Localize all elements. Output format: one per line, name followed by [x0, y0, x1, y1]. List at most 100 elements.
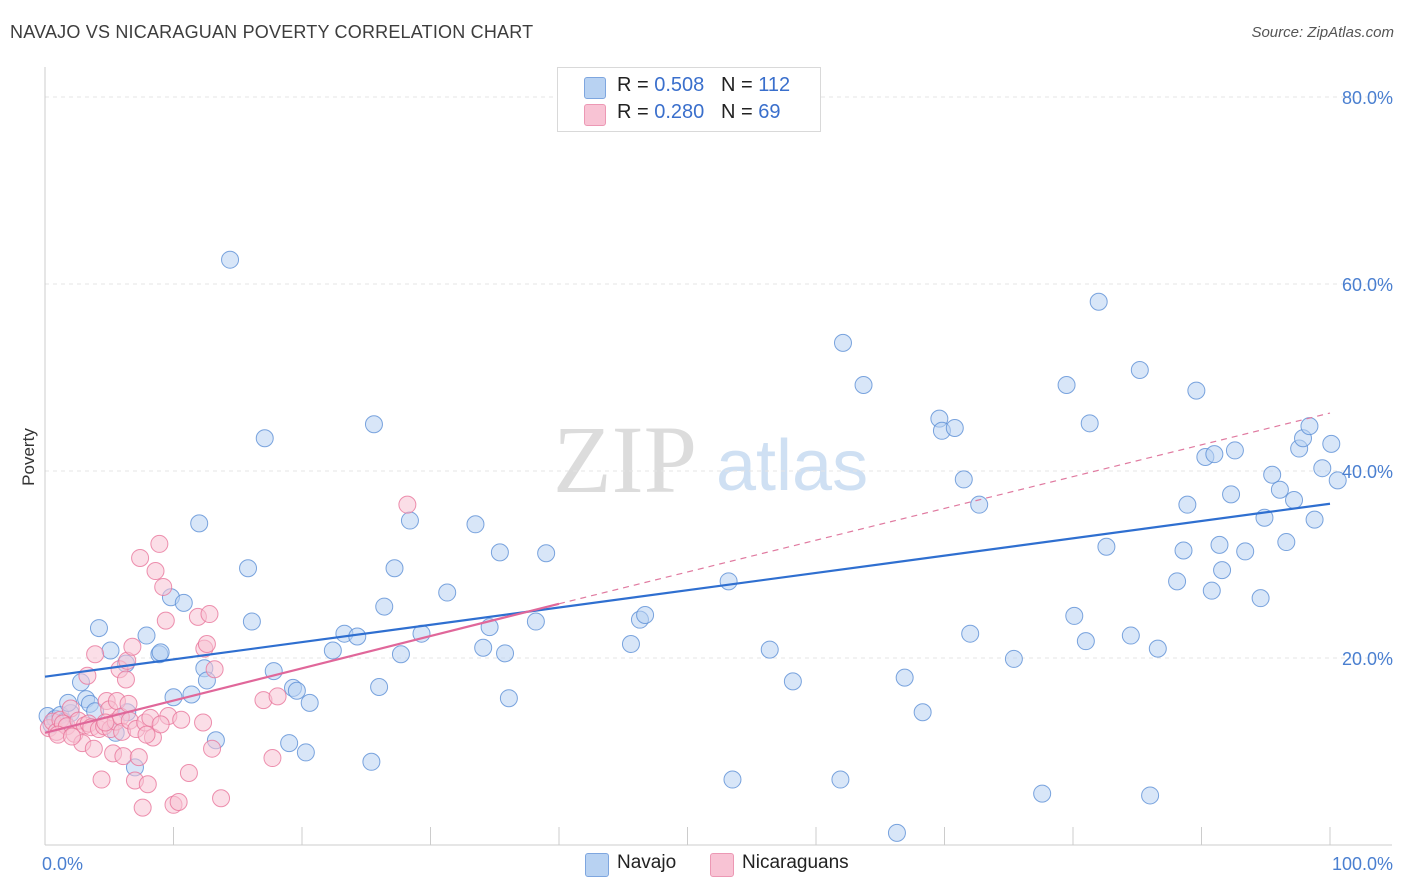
navajo-point: [89, 619, 108, 638]
navajo-point: [1210, 535, 1229, 554]
x-tick-label: 0.0%: [42, 854, 83, 874]
y-tick-label: 40.0%: [1342, 462, 1393, 482]
legend-r-value: 0.280: [654, 101, 705, 123]
navajo-point: [526, 612, 545, 631]
navajo-point: [723, 770, 742, 789]
navajo-point: [621, 634, 640, 653]
nicaraguan-trend-extension: [558, 412, 1331, 605]
nicaraguan-point: [151, 715, 170, 734]
navajo-point: [385, 559, 404, 578]
series-nicaraguans: [39, 495, 417, 817]
nicaraguan-point: [137, 725, 156, 744]
navajo-point: [1202, 581, 1221, 600]
bottom-legend-swatch-navajo: [585, 853, 609, 877]
nicaraguan-point: [398, 495, 417, 514]
nicaraguan-point: [92, 770, 111, 789]
x-tick-label: 100.0%: [1332, 854, 1393, 874]
navajo-point: [242, 612, 261, 631]
navajo-point: [400, 511, 419, 530]
navajo-point: [1121, 626, 1140, 645]
navajo-point: [1305, 510, 1324, 529]
navajo-point: [1033, 784, 1052, 803]
nicaraguan-point: [197, 634, 216, 653]
data-points: [38, 250, 1347, 842]
navajo-point: [323, 641, 342, 660]
nicaraguan-point: [154, 577, 173, 596]
nicaraguan-point: [133, 798, 152, 817]
navajo-point: [1004, 649, 1023, 668]
navajo-point: [1322, 434, 1341, 453]
legend-n-value: 112: [758, 74, 791, 96]
navajo-point: [239, 559, 258, 578]
navajo-point: [1251, 589, 1270, 608]
navajo-point: [1080, 414, 1099, 433]
nicaraguan-point: [123, 637, 142, 656]
navajo-point: [1148, 639, 1167, 658]
navajo-point: [1277, 533, 1296, 552]
y-tick-label: 20.0%: [1342, 649, 1393, 669]
navajo-point: [760, 640, 779, 659]
navajo-point: [1057, 375, 1076, 394]
navajo-point: [1205, 445, 1224, 464]
navajo-point: [490, 543, 509, 562]
navajo-point: [499, 689, 518, 708]
chart-title: NAVAJO VS NICARAGUAN POVERTY CORRELATION…: [10, 22, 534, 42]
legend-r-label: R =: [617, 74, 649, 96]
legend-swatch-navajo: [584, 77, 606, 99]
watermark: ZIP atlas: [553, 406, 868, 513]
legend-n-label: N =: [720, 101, 753, 123]
navajo-point: [954, 470, 973, 489]
navajo-point: [1174, 541, 1193, 560]
bottom-legend-label-nicaraguans: Nicaraguans: [742, 852, 849, 873]
navajo-point: [887, 823, 906, 842]
navajo-point: [1328, 471, 1347, 490]
navajo-point: [496, 644, 515, 663]
navajo-point: [833, 333, 852, 352]
navajo-point: [945, 418, 964, 437]
legend-n-label: N =: [720, 74, 753, 96]
watermark-atlas: atlas: [716, 426, 868, 506]
navajo-point: [1187, 381, 1206, 400]
navajo-point: [537, 544, 556, 563]
nicaraguan-point: [146, 562, 165, 581]
navajo-point: [1263, 465, 1282, 484]
nicaraguan-point: [172, 710, 191, 729]
navajo-point: [375, 597, 394, 616]
navajo-point: [1065, 606, 1084, 625]
navajo-point: [1236, 542, 1255, 561]
navajo-point: [1300, 417, 1319, 436]
nicaraguan-point: [203, 739, 222, 758]
nicaraguan-point: [263, 749, 282, 768]
navajo-point: [913, 703, 932, 722]
y-axis-label: Poverty: [19, 428, 38, 486]
grid: [45, 96, 1392, 659]
nicaraguan-point: [116, 670, 135, 689]
navajo-point: [1222, 485, 1241, 504]
navajo-point: [101, 641, 120, 660]
navajo-point: [719, 572, 738, 591]
navajo-point: [1130, 361, 1149, 380]
y-tick-label: 80.0%: [1342, 88, 1393, 108]
nicaraguan-point: [86, 645, 105, 664]
nicaraguan-point: [205, 660, 224, 679]
navajo-point: [362, 752, 381, 771]
nicaraguan-point: [268, 687, 287, 706]
legend-swatch-nicaraguans: [584, 104, 606, 126]
nicaraguan-point: [62, 727, 81, 746]
nicaraguan-point: [129, 748, 148, 767]
nicaraguan-point: [131, 548, 150, 567]
nicaraguan-point: [179, 764, 198, 783]
nicaraguan-point: [114, 747, 133, 766]
navajo-point: [854, 375, 873, 394]
navajo-point: [190, 514, 209, 533]
navajo-point: [370, 677, 389, 696]
navajo-point: [1089, 292, 1108, 311]
stats-legend: R = 0.508 N = 112 R = 0.280 N = 69: [557, 67, 821, 132]
navajo-point: [300, 693, 319, 712]
navajo-point: [1178, 495, 1197, 514]
navajo-point: [1270, 480, 1289, 499]
source-label: Source: ZipAtlas.com: [1251, 24, 1394, 41]
nicaraguan-point: [84, 739, 103, 758]
navajo-point: [151, 643, 170, 662]
